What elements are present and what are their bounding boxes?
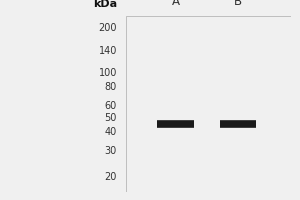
Text: 20: 20 — [105, 172, 117, 182]
Text: 30: 30 — [105, 146, 117, 156]
Text: B: B — [234, 0, 242, 8]
Text: 80: 80 — [105, 82, 117, 92]
Text: 140: 140 — [99, 46, 117, 56]
Text: 100: 100 — [99, 68, 117, 78]
Text: 200: 200 — [98, 23, 117, 33]
Text: kDa: kDa — [93, 0, 117, 9]
Text: 60: 60 — [105, 101, 117, 111]
Text: 40: 40 — [105, 127, 117, 137]
Text: A: A — [172, 0, 179, 8]
Text: 50: 50 — [105, 113, 117, 123]
